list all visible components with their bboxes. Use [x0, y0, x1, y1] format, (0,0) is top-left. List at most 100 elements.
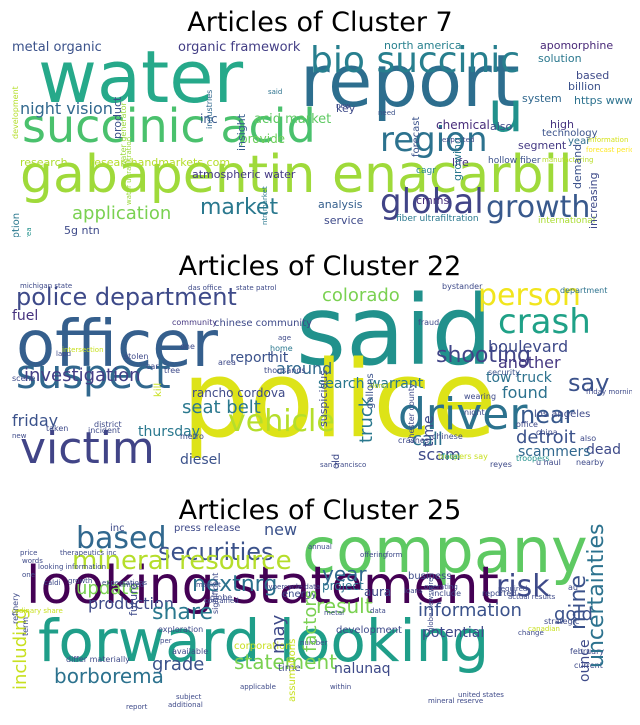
cloud-word: ounce	[577, 639, 593, 682]
cloud-word: police	[182, 338, 497, 461]
cloud-word: share	[152, 600, 213, 625]
cloud-word: also	[580, 434, 597, 443]
cloud-word: cagr	[416, 166, 436, 176]
cloud-word: near	[520, 401, 575, 429]
cloud-word: corporation	[234, 641, 292, 652]
cloud-word: gabapentin enacarbil	[20, 145, 573, 205]
cloud-word: grade	[152, 654, 205, 675]
cloud-word: acid market	[254, 112, 332, 127]
cloud-word: offering	[360, 551, 388, 559]
cloud-word: application	[72, 203, 172, 224]
cloud-word: year	[322, 562, 367, 586]
cloud-22-title: Articles of Cluster 22	[178, 251, 462, 282]
cloud-word: report	[300, 39, 520, 123]
cloud-word: community	[172, 318, 218, 327]
cloud-word: troopers	[516, 454, 550, 463]
cloud-word: chinese	[432, 432, 463, 441]
cloud-word: chester county	[407, 383, 416, 443]
cloud-word: subject	[176, 693, 202, 701]
cloud-word: billion	[568, 80, 601, 93]
cloud-word: suspicious	[317, 369, 330, 427]
cloud-word: thursday	[138, 424, 201, 440]
cloud-word: loans	[404, 587, 423, 595]
cloud-word: contained	[204, 597, 239, 605]
cloud-word: technology	[542, 128, 598, 139]
cloud-word: gold	[554, 604, 593, 625]
cloud-word: officer	[16, 308, 218, 382]
cloud-word: dead	[586, 442, 621, 458]
cloud-word: suspect	[16, 352, 171, 398]
cloud-word: driver	[398, 389, 528, 440]
cloud-word: securities	[158, 538, 274, 566]
cloud-word: reyes	[490, 460, 512, 469]
cloud-word: fuel	[12, 308, 39, 324]
cloud-word: detroit	[516, 427, 576, 448]
cloud-word: new	[12, 432, 27, 440]
cloud-word: chinese community	[214, 318, 313, 329]
cloud-word: metro	[180, 432, 204, 441]
cloud-word: new	[264, 522, 298, 539]
cloud-word: information	[418, 600, 522, 621]
cloud-word: strategic	[544, 617, 580, 626]
cloud-word: los angeles	[534, 409, 591, 420]
cloud-word: inc	[110, 523, 125, 534]
cloud-word: united states	[458, 691, 504, 699]
cloud-word: international	[538, 216, 596, 226]
cloud-word: statement	[234, 650, 337, 674]
cloud-word: michigan state	[20, 282, 73, 290]
cloud-word: growth	[486, 190, 591, 225]
cloud-word: bio succinic	[310, 40, 521, 81]
cloud-word: production	[88, 594, 174, 613]
cloud-word: development	[11, 86, 20, 139]
cloud-word: area	[218, 358, 236, 367]
cloud-word: increasing	[587, 172, 600, 229]
cloud-word: vehicle	[228, 404, 335, 439]
cloud-word: one	[22, 571, 36, 579]
cloud-word: shooting	[436, 343, 531, 368]
cloud-word: forecast	[411, 116, 422, 157]
cloud-word: growing	[451, 137, 464, 181]
cloud-word: apomorphine	[540, 39, 614, 52]
cloud-word: das office	[188, 284, 222, 292]
cloud-word: include	[432, 589, 461, 598]
cloud-word: call	[412, 429, 443, 450]
cloud-word: expectations	[102, 579, 148, 587]
cloud-word: metal	[324, 609, 345, 617]
cloud-word: nearby	[576, 458, 604, 467]
cloud-word: chemical	[436, 118, 490, 132]
cloud-word: research	[20, 156, 68, 169]
cloud-word: fraud	[418, 318, 440, 327]
cloud-word: solution	[538, 52, 582, 65]
cloud-word: growth	[68, 577, 93, 585]
cloud-word: life	[452, 156, 469, 169]
cloud-word: also	[490, 120, 513, 133]
cloud-word: words	[22, 557, 43, 565]
cloud-word: global	[380, 182, 484, 222]
cloud-word: diesel	[180, 452, 222, 468]
cloud-word: office	[516, 420, 538, 429]
cloud-word: within	[330, 683, 352, 691]
cloud-word: scene	[12, 374, 36, 383]
cloud-word: region	[380, 120, 488, 160]
cloud-word: scammers	[518, 444, 591, 460]
cloud-word: significant	[211, 572, 220, 614]
cloud-word: scam	[418, 445, 461, 464]
cloud-word: found	[502, 383, 548, 402]
cloud-word: number	[300, 639, 328, 647]
cloud-word: globe	[210, 593, 233, 602]
cloud-word: gallons	[365, 373, 376, 409]
cloud-word: 5g ntn	[64, 224, 100, 237]
cloud-word: crashes	[398, 436, 429, 445]
cloud-word: police department	[16, 283, 237, 311]
cloud-7-title: Articles of Cluster 7	[187, 7, 453, 38]
cloud-word: stolen	[124, 352, 149, 361]
cloud-word: tree	[164, 366, 181, 375]
cloud-word: district	[94, 420, 122, 429]
cloud-word: boulevard	[488, 337, 569, 356]
cloud-word: au	[568, 583, 578, 592]
cloud-word: seat belt	[182, 397, 261, 418]
cloud-word: state patrol	[236, 284, 277, 292]
cloud-word: person	[478, 281, 581, 313]
cloud-word: differ materially	[66, 655, 130, 664]
cloud-word: february	[570, 647, 605, 656]
